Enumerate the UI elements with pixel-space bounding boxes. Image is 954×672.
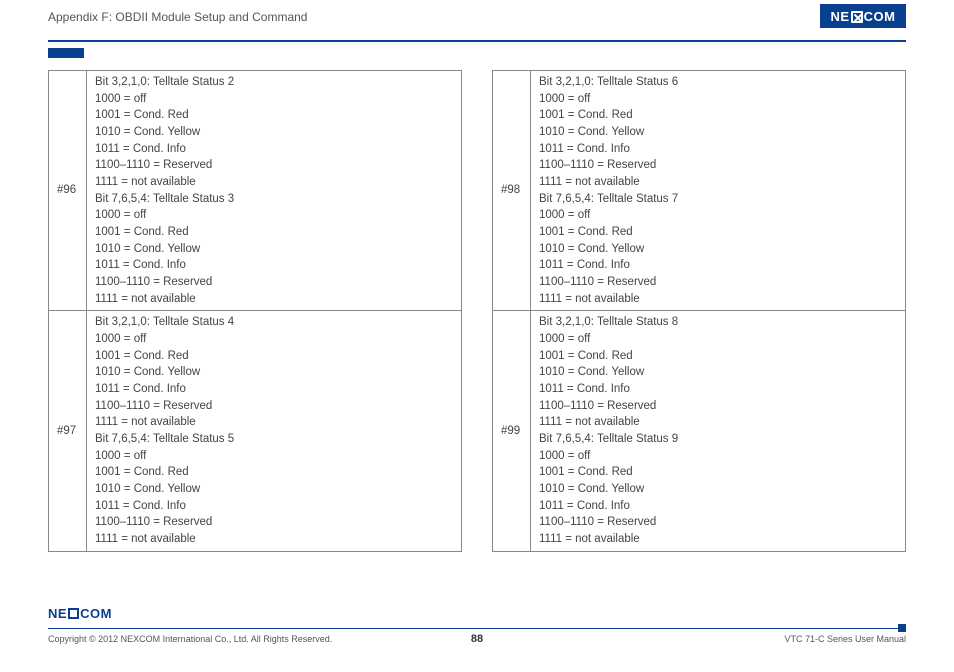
header-title: Appendix F: OBDII Module Setup and Comma… (48, 10, 906, 24)
brand-logo-text: NE COM (831, 9, 896, 24)
row-body: Bit 3,2,1,0: Telltale Status 8 1000 = of… (531, 311, 906, 551)
footer-manual-name: VTC 71-C Series User Manual (784, 634, 906, 644)
footer-copyright: Copyright © 2012 NEXCOM International Co… (48, 634, 332, 644)
right-table: #98 Bit 3,2,1,0: Telltale Status 6 1000 … (492, 70, 906, 552)
row-body: Bit 3,2,1,0: Telltale Status 6 1000 = of… (531, 71, 906, 311)
logo-x-icon (68, 608, 79, 619)
row-id: #98 (493, 71, 531, 311)
row-id: #97 (49, 311, 87, 551)
left-table: #96 Bit 3,2,1,0: Telltale Status 2 1000 … (48, 70, 462, 552)
row-id: #99 (493, 311, 531, 551)
right-column: #98 Bit 3,2,1,0: Telltale Status 6 1000 … (492, 70, 906, 622)
footer-page-number: 88 (471, 633, 483, 645)
row-body: Bit 3,2,1,0: Telltale Status 2 1000 = of… (87, 71, 462, 311)
brand-logo: NE COM (820, 4, 906, 28)
footer-rule (48, 628, 906, 629)
table-row: #96 Bit 3,2,1,0: Telltale Status 2 1000 … (49, 71, 462, 311)
page-header: Appendix F: OBDII Module Setup and Comma… (0, 0, 954, 48)
content-area: #96 Bit 3,2,1,0: Telltale Status 2 1000 … (48, 70, 906, 622)
page-footer: NECOM Copyright © 2012 NEXCOM Internatio… (48, 628, 906, 664)
logo-x-icon (851, 11, 863, 23)
row-body: Bit 3,2,1,0: Telltale Status 4 1000 = of… (87, 311, 462, 551)
header-accent-bar (48, 48, 84, 58)
logo-post: COM (864, 9, 896, 24)
logo-pre: NE (831, 9, 850, 24)
table-row: #98 Bit 3,2,1,0: Telltale Status 6 1000 … (493, 71, 906, 311)
row-id: #96 (49, 71, 87, 311)
header-rule (48, 40, 906, 42)
table-row: #99 Bit 3,2,1,0: Telltale Status 8 1000 … (493, 311, 906, 551)
logo-post: COM (80, 606, 112, 621)
table-row: #97 Bit 3,2,1,0: Telltale Status 4 1000 … (49, 311, 462, 551)
footer-brand-logo: NE COM (48, 606, 112, 621)
logo-pre: NE (48, 606, 67, 621)
left-column: #96 Bit 3,2,1,0: Telltale Status 2 1000 … (48, 70, 462, 622)
